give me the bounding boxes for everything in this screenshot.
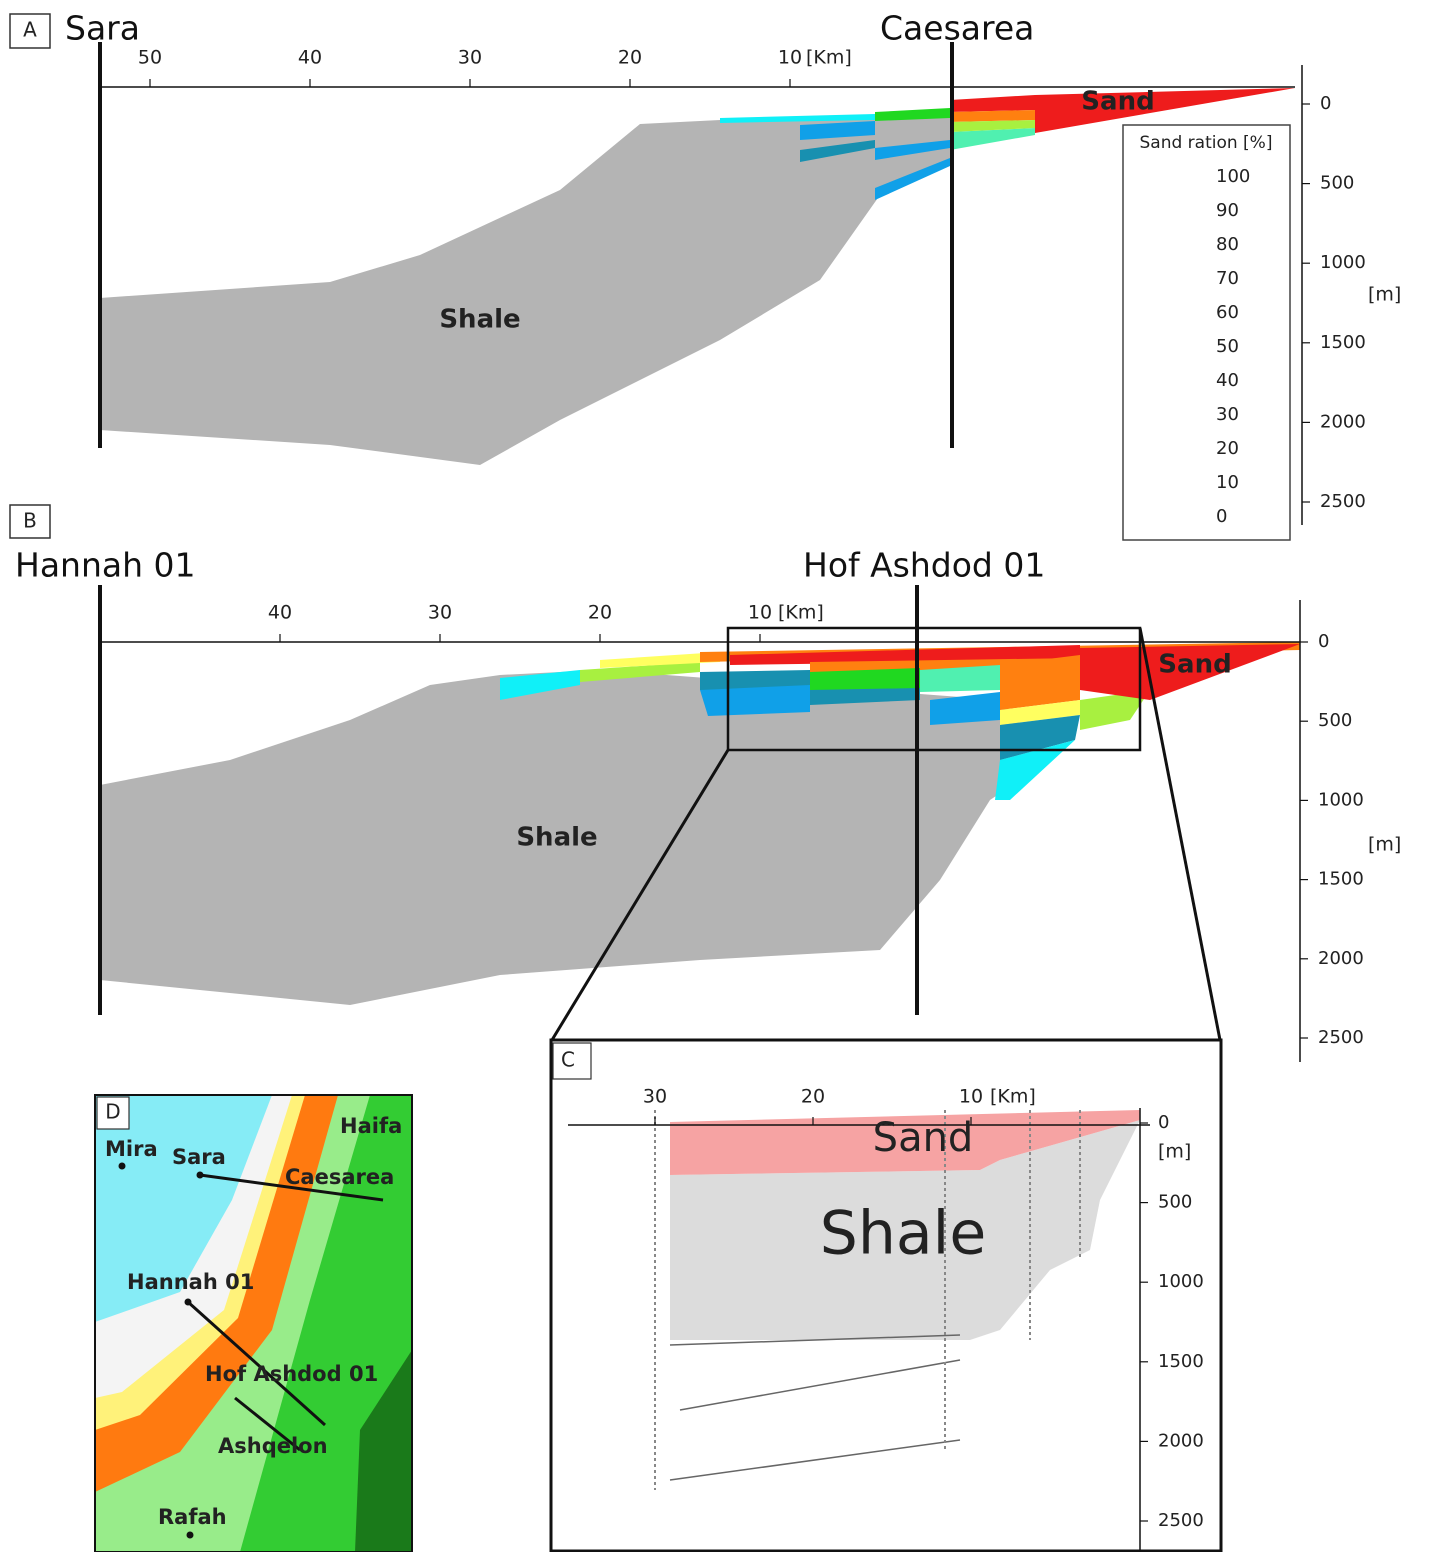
distance-tick-label: 40 <box>298 47 322 69</box>
place-name: Hannah 01 <box>127 1270 254 1294</box>
depth-tick-label: 1500 <box>1318 869 1364 890</box>
sand-layer <box>950 110 1035 122</box>
sand-label: Sand <box>1158 650 1231 680</box>
place-name: Caesarea <box>285 1165 394 1189</box>
legend-tick-label: 0 <box>1216 506 1227 527</box>
depth-tick-label: 1000 <box>1158 1271 1204 1292</box>
distance-tick-label: 10 <box>748 602 772 624</box>
shale-label: Shale <box>439 305 520 335</box>
place-name: Sara <box>172 1145 226 1169</box>
legend-tick-label: 40 <box>1216 370 1239 391</box>
well-dot <box>197 1172 204 1179</box>
well-dot <box>119 1163 126 1170</box>
legend-box <box>1123 125 1290 540</box>
panel-label: B <box>23 509 37 533</box>
panel-label: D <box>105 1100 120 1124</box>
legend-tick-label: 90 <box>1216 200 1239 221</box>
distance-tick-label: 10 <box>778 47 802 69</box>
sand-layer <box>700 685 810 716</box>
depth-tick-label: 2000 <box>1320 411 1366 432</box>
depth-tick-label: 2500 <box>1158 1510 1204 1531</box>
legend-tick-label: 30 <box>1216 404 1239 425</box>
depth-tick-label: 1000 <box>1318 789 1364 810</box>
well-dot <box>185 1299 192 1306</box>
distance-unit: [Km] <box>806 47 852 69</box>
distance-tick-label: 20 <box>801 1086 825 1108</box>
legend-tick-label: 50 <box>1216 336 1239 357</box>
sand-label: Sand <box>1081 87 1154 117</box>
place-name: Ashqelon <box>218 1434 328 1458</box>
distance-tick-label: 20 <box>588 602 612 624</box>
depth-tick-label: 1000 <box>1320 252 1366 273</box>
depth-unit: [m] <box>1158 1141 1191 1163</box>
distance-tick-label: 50 <box>138 47 162 69</box>
depth-tick-label: 2000 <box>1158 1430 1204 1451</box>
depth-tick-label: 500 <box>1320 173 1354 194</box>
place-name: Haifa <box>340 1114 402 1138</box>
panel-label: A <box>23 18 37 42</box>
panel-label: C <box>561 1048 575 1072</box>
well-name: Hof Ashdod 01 <box>803 546 1045 585</box>
legend-tick-label: 80 <box>1216 234 1239 255</box>
legend-tick-label: 100 <box>1216 166 1250 187</box>
depth-tick-label: 500 <box>1158 1192 1192 1213</box>
distance-tick-label: 40 <box>268 602 292 624</box>
depth-tick-label: 500 <box>1318 710 1352 731</box>
shale-label: Shale <box>820 1199 986 1269</box>
depth-tick-label: 0 <box>1320 93 1331 114</box>
place-name: Hof Ashdod 01 <box>205 1362 378 1386</box>
legend-tick-label: 20 <box>1216 438 1239 459</box>
distance-tick-label: 30 <box>643 1086 667 1108</box>
shale-label: Shale <box>516 823 597 853</box>
distance-tick-label: 10 <box>959 1086 983 1108</box>
distance-unit: [Km] <box>990 1086 1036 1108</box>
legend-tick-label: 60 <box>1216 302 1239 323</box>
sand-layer <box>950 95 1035 112</box>
legend-tick-label: 70 <box>1216 268 1239 289</box>
legend-title: Sand ration [%] <box>1140 133 1273 153</box>
depth-tick-label: 0 <box>1158 1112 1169 1133</box>
well-name: Caesarea <box>880 9 1034 48</box>
legend-tick-label: 10 <box>1216 472 1239 493</box>
place-name: Rafah <box>158 1505 227 1529</box>
shale-body <box>100 110 950 465</box>
distance-tick-label: 30 <box>428 602 452 624</box>
place-name: Mira <box>105 1137 158 1161</box>
distance-unit: [Km] <box>778 602 824 624</box>
depth-tick-label: 1500 <box>1320 332 1366 353</box>
well-dot <box>187 1532 194 1539</box>
depth-unit: [m] <box>1368 284 1401 306</box>
well-name: Sara <box>65 9 140 48</box>
distance-tick-label: 30 <box>458 47 482 69</box>
sand-label: Sand <box>873 1115 974 1161</box>
depth-unit: [m] <box>1368 834 1401 856</box>
map <box>95 1095 412 1552</box>
depth-tick-label: 1500 <box>1158 1351 1204 1372</box>
depth-tick-label: 0 <box>1318 631 1329 652</box>
depth-tick-label: 2500 <box>1320 491 1366 512</box>
figure: A Sara Caesarea Shale Sand [Km] [m] Sand… <box>0 0 1432 1552</box>
depth-tick-label: 2000 <box>1318 948 1364 969</box>
well-name: Hannah 01 <box>15 546 196 585</box>
zoom-line <box>1140 628 1220 1040</box>
distance-tick-label: 20 <box>618 47 642 69</box>
depth-tick-label: 2500 <box>1318 1027 1364 1048</box>
